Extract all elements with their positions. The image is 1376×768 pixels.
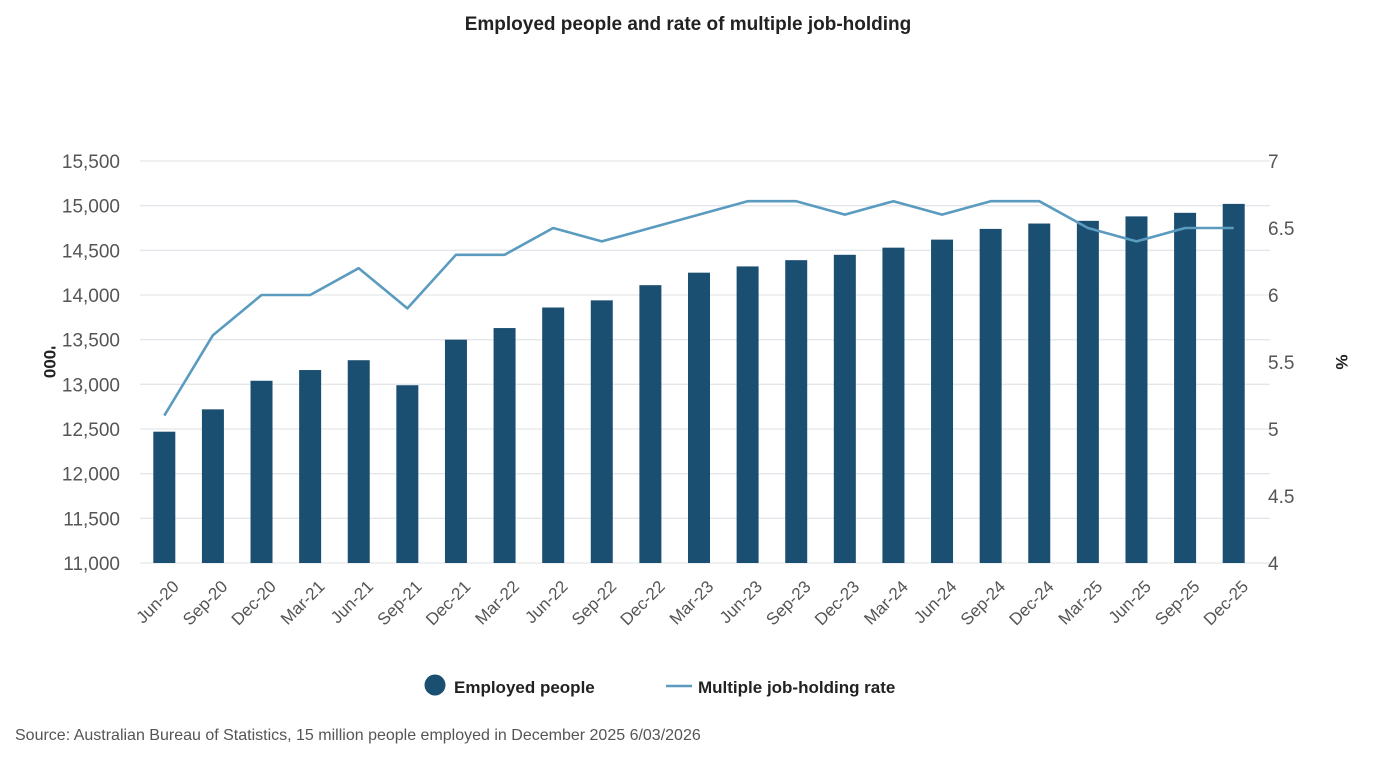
bar-employed-people — [153, 431, 176, 563]
y-tick-label: 15,000 — [62, 197, 120, 218]
y2-axis-label: % — [1332, 354, 1351, 369]
y-tick-label: 12,500 — [62, 420, 120, 441]
bar-employed-people — [396, 385, 419, 563]
source-note: Source: Australian Bureau of Statistics,… — [15, 727, 701, 744]
x-tick-label: Dec-23 — [811, 577, 863, 629]
x-tick-label: Mar-25 — [1055, 577, 1107, 629]
bar-employed-people — [639, 285, 662, 563]
x-tick-label: Jun-22 — [521, 577, 571, 627]
legend-bar-marker — [424, 674, 446, 696]
bar-employed-people — [299, 370, 322, 563]
x-tick-label: Sep-20 — [179, 577, 231, 629]
x-tick-label: Jun-24 — [910, 577, 960, 627]
y2-tick-label: 5 — [1268, 420, 1279, 441]
bar-employed-people — [688, 272, 710, 563]
y-tick-label: 14,000 — [62, 286, 120, 307]
x-tick-label: Dec-20 — [228, 577, 280, 629]
bar-employed-people — [1028, 223, 1051, 564]
bar-employed-people — [931, 239, 954, 563]
bar-employed-people — [1222, 203, 1245, 563]
x-tick-label: Sep-25 — [1151, 577, 1203, 629]
x-tick-label: Dec-25 — [1200, 577, 1252, 629]
y2-tick-label: 4.5 — [1268, 487, 1294, 508]
legend-label: Employed people — [454, 678, 595, 697]
chart-title: Employed people and rate of multiple job… — [464, 14, 912, 35]
y-tick-label: 14,500 — [62, 241, 120, 262]
bar-employed-people — [833, 254, 856, 564]
legend-label: Multiple job-holding rate — [698, 678, 895, 697]
x-tick-label: Mar-21 — [277, 577, 329, 629]
x-tick-label: Jun-21 — [327, 577, 377, 627]
y-tick-label: 13,500 — [62, 331, 120, 352]
x-tick-label: Jun-23 — [716, 577, 766, 627]
bar-employed-people — [542, 307, 565, 563]
x-tick-label: Mar-24 — [860, 577, 912, 629]
x-tick-label: Dec-22 — [617, 577, 669, 629]
bar-employed-people — [736, 266, 759, 563]
bar-employed-people — [882, 247, 905, 564]
y2-tick-label: 4 — [1268, 554, 1279, 575]
y-axis-label: '000 — [40, 346, 59, 378]
bar-employed-people — [493, 328, 516, 563]
bar-employed-people — [1125, 216, 1148, 564]
bar-employed-people — [201, 409, 224, 563]
bar-employed-people — [590, 300, 613, 563]
bar-employed-people — [979, 228, 1002, 564]
x-tick-label: Dec-21 — [422, 577, 474, 629]
y-tick-label: 15,500 — [62, 152, 120, 173]
x-tick-label: Jun-25 — [1105, 577, 1155, 627]
x-tick-label: Dec-24 — [1006, 577, 1058, 629]
bar-employed-people — [1174, 212, 1197, 563]
bar-employed-people — [1076, 220, 1099, 563]
x-tick-label: Mar-22 — [471, 577, 523, 629]
x-tick-label: Sep-24 — [957, 577, 1009, 629]
bar-employed-people — [250, 380, 273, 563]
y-tick-label: 13,000 — [62, 375, 120, 396]
y-tick-label: 12,000 — [62, 465, 120, 486]
x-tick-label: Sep-23 — [762, 577, 814, 629]
y-tick-label: 11,500 — [63, 509, 120, 530]
bar-employed-people — [444, 339, 467, 563]
y2-tick-label: 6 — [1268, 286, 1279, 307]
y2-tick-label: 6.5 — [1268, 219, 1294, 240]
x-tick-label: Jun-20 — [133, 577, 183, 627]
x-tick-label: Sep-21 — [374, 577, 426, 629]
y-tick-label: 11,000 — [63, 554, 120, 575]
bar-employed-people — [785, 260, 808, 563]
x-tick-label: Sep-22 — [568, 577, 620, 629]
bar-employed-people — [347, 360, 370, 563]
y2-tick-label: 7 — [1268, 152, 1279, 173]
y2-tick-label: 5.5 — [1268, 353, 1294, 374]
x-tick-label: Mar-23 — [666, 577, 718, 629]
